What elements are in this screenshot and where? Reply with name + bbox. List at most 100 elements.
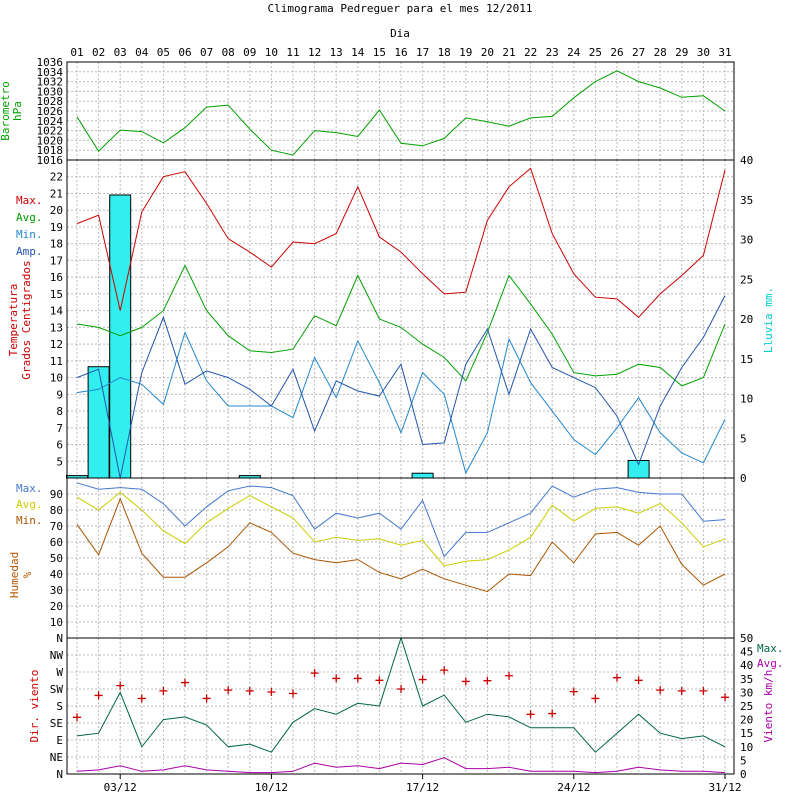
rain-bar-day-17: [411, 472, 434, 479]
wind-legend-wind_max: Max.: [757, 642, 784, 655]
humidity-tick-90: 90: [50, 488, 63, 501]
day-label-08: 08: [222, 46, 235, 59]
wind-dir-mark-day-30: [699, 686, 708, 695]
temperature-line-tavg: [76, 264, 726, 387]
temperature-tick-12: 12: [50, 338, 63, 351]
temperature-tick-10: 10: [50, 372, 63, 385]
wind-dir-mark-day-2: [94, 691, 103, 700]
temperature-tick-9: 9: [56, 388, 63, 401]
humidity-line-havg: [76, 491, 726, 567]
rain-tick-0: 0: [740, 472, 747, 485]
temperature-legend-tamp: Amp.: [16, 245, 43, 258]
day-label-17: 17: [416, 46, 429, 59]
day-label-20: 20: [481, 46, 494, 59]
day-label-29: 29: [675, 46, 688, 59]
pressure-tick-1036: 1036: [37, 56, 64, 69]
temperature-axis-title-1: Temperatura: [7, 284, 20, 357]
wind-speed-tick-20: 20: [740, 714, 753, 727]
humidity-axis-title-2: %: [21, 571, 34, 578]
temperature-tick-21: 21: [50, 187, 63, 200]
wind-dir-mark-day-31: [721, 693, 729, 702]
wind-dir-mark-day-8: [224, 686, 233, 695]
day-label-11: 11: [286, 46, 299, 59]
wind-dir-tick-0: N: [56, 768, 63, 781]
day-label-30: 30: [697, 46, 710, 59]
rain-tick-40: 40: [740, 154, 753, 167]
wind-dir-mark-day-16: [397, 685, 405, 693]
pressure-tick-1022: 1022: [37, 125, 64, 138]
temperature-tick-11: 11: [50, 355, 63, 368]
day-label-15: 15: [373, 46, 386, 59]
wind-dir-mark-day-13: [332, 674, 341, 683]
temperature-tick-7: 7: [56, 422, 63, 435]
date-tick-label-3: 03/12: [104, 781, 137, 794]
humidity-tick-50: 50: [50, 552, 63, 565]
wind-dir-mark-day-18: [440, 666, 449, 675]
rain-tick-15: 15: [740, 353, 753, 366]
temperature-line-tmax: [76, 167, 726, 318]
temperature-tick-5: 5: [56, 455, 63, 468]
wind-dir-tick-6: W: [56, 666, 63, 679]
temperature-tick-19: 19: [50, 221, 63, 234]
wind-frame: [66, 637, 735, 775]
day-label-18: 18: [438, 46, 451, 59]
chart-title: Climograma Pedreguer para el mes 12/2011: [267, 2, 533, 15]
rain-tick-10: 10: [740, 393, 753, 406]
rain-tick-25: 25: [740, 273, 753, 286]
temperature-tick-14: 14: [50, 305, 64, 318]
wind-dir-mark-day-20: [483, 676, 492, 685]
wind-speed-tick-10: 10: [740, 741, 753, 754]
wind-dir-mark-day-26: [613, 673, 621, 682]
date-tick-label-24: 24/12: [557, 781, 590, 794]
rain-bar-day-3: [109, 194, 132, 479]
day-label-27: 27: [632, 46, 645, 59]
day-label-26: 26: [610, 46, 623, 59]
rain-tick-5: 5: [740, 432, 747, 445]
day-label-05: 05: [157, 46, 170, 59]
day-label-23: 23: [546, 46, 559, 59]
pressure-line: [76, 70, 726, 156]
wind-dir-mark-day-14: [353, 674, 362, 683]
temperature-tick-18: 18: [50, 238, 63, 251]
day-label-16: 16: [394, 46, 407, 59]
date-tick-label-10: 10/12: [255, 781, 288, 794]
humidity-tick-60: 60: [50, 536, 63, 549]
pressure-tick-1026: 1026: [37, 105, 64, 118]
pressure-tick-1024: 1024: [37, 115, 64, 128]
wind-dir-mark-day-3: [116, 681, 125, 690]
wind-dir-mark-day-10: [267, 688, 276, 697]
humidity-tick-70: 70: [50, 520, 63, 533]
humidity-tick-10: 10: [50, 616, 63, 629]
temperature-axis-title-2: Grados Centigrados: [20, 260, 33, 379]
pressure-tick-1020: 1020: [37, 134, 64, 147]
day-label-03: 03: [114, 46, 127, 59]
day-label-19: 19: [459, 46, 472, 59]
wind-dir-mark-day-6: [181, 678, 189, 687]
date-tick-label-17: 17/12: [406, 781, 439, 794]
temperature-tick-8: 8: [56, 405, 63, 418]
wind-speed-axis-title: Viento km/h: [762, 670, 775, 743]
humidity-tick-30: 30: [50, 584, 63, 597]
humidity-legend-hmin: Min.: [16, 514, 43, 527]
rain-axis-title: Lluvia mm.: [762, 287, 775, 353]
temperature-frame: [66, 159, 735, 479]
wind-dir-axis-title: Dir. viento: [28, 670, 41, 743]
wind-dir-tick-8: N: [56, 632, 63, 645]
wind-dir-mark-day-27: [634, 676, 643, 685]
wind-speed-tick-15: 15: [740, 727, 753, 740]
wind-dir-tick-1: NE: [50, 751, 63, 764]
wind-dir-mark-day-11: [289, 689, 297, 698]
day-axis-label: Dia: [390, 27, 410, 40]
humidity-legend-havg: Avg.: [16, 498, 43, 511]
wind-speed-tick-40: 40: [740, 659, 753, 672]
day-label-01: 01: [70, 46, 83, 59]
temperature-line-tmin: [76, 330, 726, 475]
rain-tick-20: 20: [740, 313, 753, 326]
wind-dir-mark-day-19: [461, 677, 470, 686]
rain-bar-day-2: [87, 366, 110, 479]
pressure-axis-title-1: Barometro: [0, 81, 12, 141]
day-label-22: 22: [524, 46, 537, 59]
rain-tick-35: 35: [740, 194, 753, 207]
temperature-tick-6: 6: [56, 439, 63, 452]
